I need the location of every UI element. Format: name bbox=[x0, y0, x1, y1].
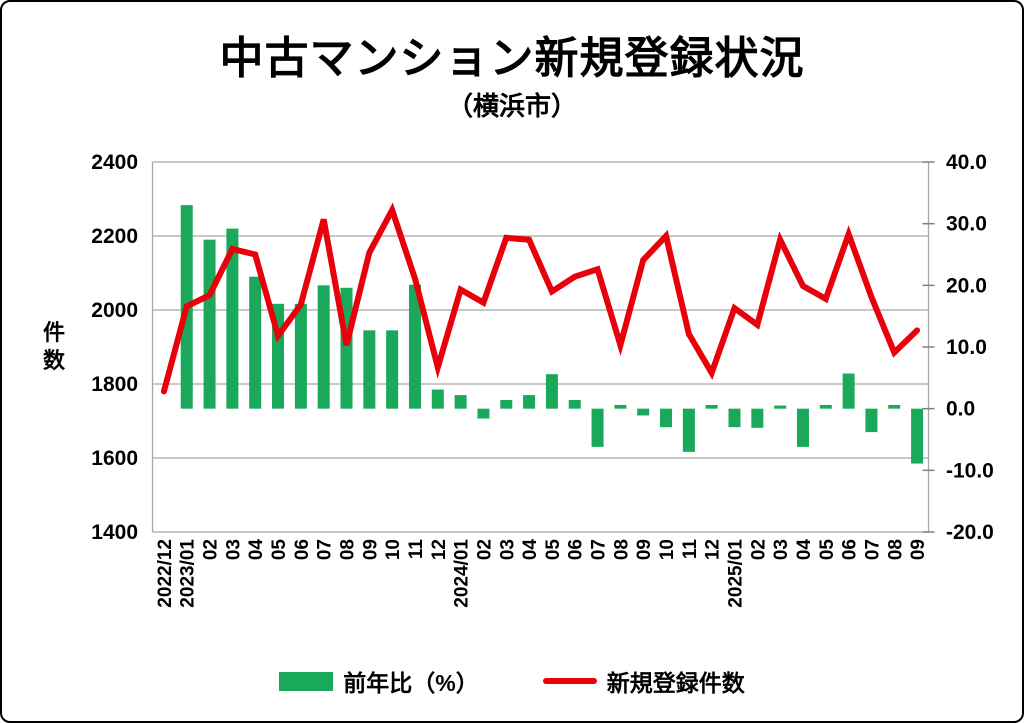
x-axis-tick-label: 11 bbox=[680, 539, 701, 560]
left-axis-tick-label: 2200 bbox=[91, 225, 138, 248]
x-axis-tick-label: 12 bbox=[429, 539, 450, 560]
bar-09 bbox=[911, 408, 924, 464]
left-axis-tick-label: 1800 bbox=[91, 373, 138, 396]
bar-09 bbox=[637, 408, 650, 416]
right-axis-tick-label: -20.0 bbox=[946, 521, 994, 544]
bar-2025/01 bbox=[728, 408, 741, 428]
x-axis-tick-label: 09 bbox=[360, 539, 381, 560]
right-axis-tick-label: 40.0 bbox=[946, 151, 987, 174]
x-axis-tick-label: 09 bbox=[634, 539, 655, 560]
x-axis-tick-label: 04 bbox=[520, 539, 541, 561]
bar-04 bbox=[796, 408, 809, 447]
bar-03 bbox=[774, 405, 787, 409]
right-axis-tick-label: 30.0 bbox=[946, 213, 987, 236]
x-axis-tick-label: 05 bbox=[817, 539, 838, 561]
x-axis-tick-label: 2024/01 bbox=[452, 539, 473, 608]
bar-10 bbox=[660, 408, 673, 428]
bar-03 bbox=[226, 228, 239, 409]
bar-04 bbox=[249, 276, 262, 409]
x-axis-tick-label: 10 bbox=[383, 539, 404, 560]
x-axis-tick-label: 07 bbox=[862, 539, 883, 560]
legend-line-swatch bbox=[542, 678, 597, 684]
x-axis-tick-label: 12 bbox=[703, 539, 724, 560]
x-axis-tick-label: 2023/01 bbox=[178, 539, 199, 608]
chart-title: 中古マンション新規登録状況 bbox=[219, 34, 805, 83]
bar-05 bbox=[545, 374, 558, 409]
legend-bar-label: 前年比（%） bbox=[343, 670, 479, 696]
right-axis-tick-label: 0.0 bbox=[946, 398, 975, 421]
bar-06 bbox=[568, 400, 581, 409]
x-axis-tick-label: 05 bbox=[543, 539, 564, 561]
bar-08 bbox=[888, 404, 901, 409]
x-axis-tick-label: 04 bbox=[794, 539, 815, 561]
x-axis-tick-label: 03 bbox=[223, 539, 244, 560]
legend-line-label: 新規登録件数 bbox=[606, 670, 745, 696]
bar-09 bbox=[363, 330, 376, 409]
bar-08 bbox=[614, 404, 627, 409]
chart-subtitle: （横浜市） bbox=[446, 91, 577, 121]
left-axis-tick-label: 2400 bbox=[91, 151, 138, 174]
bar-07 bbox=[865, 408, 878, 433]
left-axis-tick-label: 1400 bbox=[91, 521, 138, 544]
x-axis-tick-label: 07 bbox=[589, 539, 610, 560]
legend-item-line-series: 新規登録件数 bbox=[542, 664, 745, 698]
bar-04 bbox=[523, 395, 536, 409]
bar-12 bbox=[431, 389, 444, 409]
right-axis-tick-label: 20.0 bbox=[946, 274, 987, 297]
x-axis-tick-label: 06 bbox=[292, 539, 313, 560]
bar-02 bbox=[477, 408, 490, 419]
x-axis-tick-label: 2025/01 bbox=[726, 539, 747, 608]
bar-07 bbox=[591, 408, 604, 447]
bar-11 bbox=[682, 408, 695, 452]
chart-legend: 前年比（%） 新規登録件数 bbox=[2, 664, 1022, 698]
bar-07 bbox=[317, 285, 330, 409]
legend-item-bar-series: 前年比（%） bbox=[279, 664, 479, 698]
bar-02 bbox=[203, 239, 216, 409]
x-axis-tick-label: 08 bbox=[611, 539, 632, 560]
right-axis-tick-label: 10.0 bbox=[946, 336, 987, 359]
line-series bbox=[160, 202, 921, 395]
bar-12 bbox=[705, 404, 718, 409]
x-axis-tick-label: 06 bbox=[566, 539, 587, 560]
legend-bar-swatch bbox=[279, 671, 334, 691]
x-axis-tick-label: 02 bbox=[474, 539, 495, 560]
x-axis-tick-label: 2022/12 bbox=[155, 539, 176, 608]
right-axis-tick-label: -10.0 bbox=[946, 459, 994, 482]
bar-02 bbox=[751, 408, 764, 428]
x-axis-tick-label: 10 bbox=[657, 539, 678, 560]
x-axis-tick-label: 11 bbox=[406, 539, 427, 560]
left-axis-tick-label: 1600 bbox=[91, 447, 138, 470]
x-axis-tick-label: 09 bbox=[908, 539, 929, 560]
x-axis-tick-label: 05 bbox=[269, 539, 290, 561]
x-axis-tick-label: 06 bbox=[840, 539, 861, 560]
x-axis-tick-label: 08 bbox=[885, 539, 906, 560]
bar-05 bbox=[819, 404, 832, 409]
bar-06 bbox=[842, 373, 855, 409]
x-axis-tick-label: 03 bbox=[771, 539, 792, 560]
x-axis-tick-label: 02 bbox=[201, 539, 222, 560]
x-axis-tick-label: 07 bbox=[315, 539, 336, 560]
y-axis-title: 数 bbox=[43, 348, 66, 373]
x-axis-tick-label: 04 bbox=[246, 539, 267, 561]
bar-2024/01 bbox=[454, 395, 467, 409]
bar-10 bbox=[386, 330, 399, 409]
x-axis-tick-label: 08 bbox=[338, 539, 359, 560]
x-axis-tick-label: 02 bbox=[748, 539, 769, 560]
bar-06 bbox=[294, 303, 307, 409]
bar-03 bbox=[500, 400, 513, 409]
y-axis-title: 件 bbox=[43, 320, 65, 345]
x-axis-tick-label: 03 bbox=[497, 539, 518, 560]
left-axis-tick-label: 2000 bbox=[91, 299, 138, 322]
bar-11 bbox=[408, 284, 421, 409]
